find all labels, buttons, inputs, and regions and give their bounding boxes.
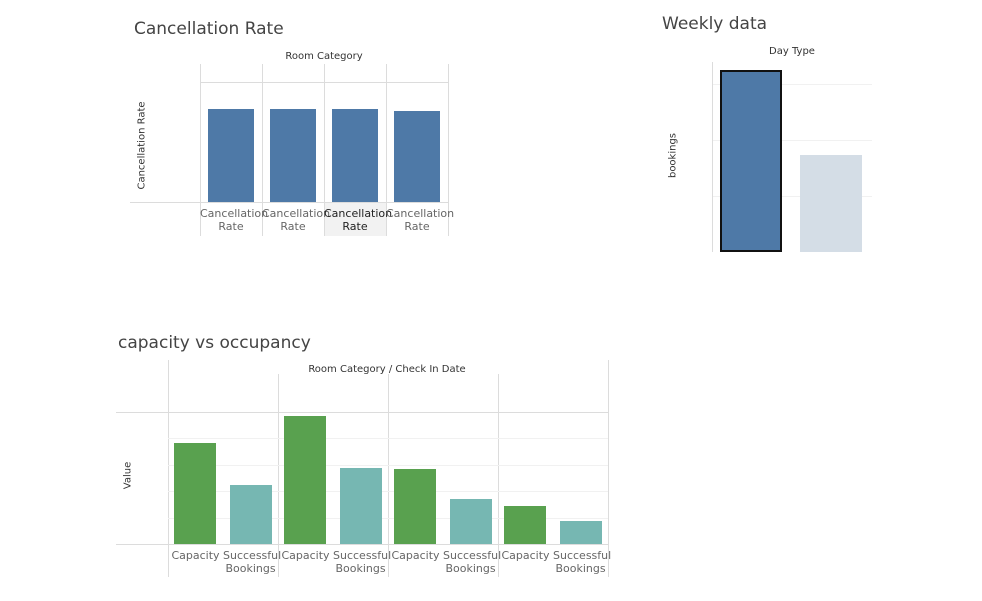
x-axis-line — [116, 544, 608, 545]
bar — [450, 498, 492, 544]
measure-label-line: Successful — [223, 549, 282, 562]
gridline — [712, 140, 872, 141]
bar — [800, 155, 862, 252]
measure-label: Capacity — [168, 549, 223, 562]
bar — [174, 442, 216, 544]
column-divider — [448, 64, 449, 236]
measure-label: Capacity — [278, 549, 333, 562]
measure-label: Cancellation Rate — [200, 207, 269, 233]
column-divider — [168, 360, 169, 577]
column-divider — [200, 64, 201, 236]
measure-label-line: Bookings — [225, 562, 276, 575]
gridline — [168, 491, 608, 492]
bar — [504, 505, 546, 544]
measure-label: Successful Bookings — [443, 549, 502, 575]
y-axis-line — [712, 62, 713, 252]
weekly-column-header: Day Type — [769, 46, 815, 57]
gridline — [712, 196, 872, 197]
measure-label: Cancellation Rate — [262, 207, 331, 233]
capacity-column-header: Room Category / Check In Date — [308, 364, 466, 375]
gridline — [168, 517, 608, 519]
weekly-chart-title: Weekly data — [662, 14, 768, 34]
bar — [560, 520, 602, 544]
cancellation-chart-title: Cancellation Rate — [134, 19, 284, 39]
gridline — [168, 464, 608, 466]
column-divider — [608, 360, 609, 577]
bar — [332, 109, 378, 202]
column-divider — [386, 64, 387, 236]
gridline — [712, 84, 872, 85]
bar — [720, 70, 782, 252]
measure-label-line: Successful — [443, 549, 502, 562]
bar — [270, 108, 316, 202]
capacity-y-axis-title: Value — [122, 461, 134, 490]
column-divider — [498, 374, 499, 577]
bar — [394, 110, 440, 202]
column-divider — [324, 64, 325, 236]
measure-label: Successful Bookings — [553, 549, 612, 575]
bar — [284, 416, 326, 544]
measure-label: Capacity — [498, 549, 553, 562]
measure-label: Cancellation Rate — [324, 207, 393, 233]
measure-label-line: Bookings — [335, 562, 386, 575]
weekly-y-axis-title: bookings — [667, 132, 679, 179]
cancellation-y-axis-title: Cancellation Rate — [136, 101, 148, 190]
measure-label-line: Bookings — [445, 562, 496, 575]
column-divider — [388, 374, 389, 577]
measure-label: Successful Bookings — [223, 549, 282, 575]
bar — [230, 485, 272, 544]
column-divider — [278, 374, 279, 577]
column-divider — [262, 64, 263, 236]
x-axis-line — [130, 202, 448, 203]
measure-label-line: Successful — [333, 549, 392, 562]
measure-highlight — [325, 203, 386, 236]
measure-label: Successful Bookings — [333, 549, 392, 575]
bar — [340, 468, 382, 544]
measure-label: Capacity — [388, 549, 443, 562]
measure-label-line: Bookings — [555, 562, 606, 575]
measure-label: Cancellation Rate — [386, 207, 455, 233]
capacity-chart-title: capacity vs occupancy — [118, 333, 311, 353]
measure-label-line: Capacity — [171, 549, 220, 562]
header-separator — [116, 412, 608, 413]
measure-label-line: Capacity — [391, 549, 440, 562]
bar — [208, 109, 254, 202]
measure-label-line: Successful — [553, 549, 612, 562]
cancellation-column-header: Room Category — [285, 51, 363, 62]
measure-label-line: Capacity — [501, 549, 550, 562]
bar — [394, 469, 436, 544]
gridline — [168, 438, 608, 439]
measure-label-line: Capacity — [281, 549, 330, 562]
